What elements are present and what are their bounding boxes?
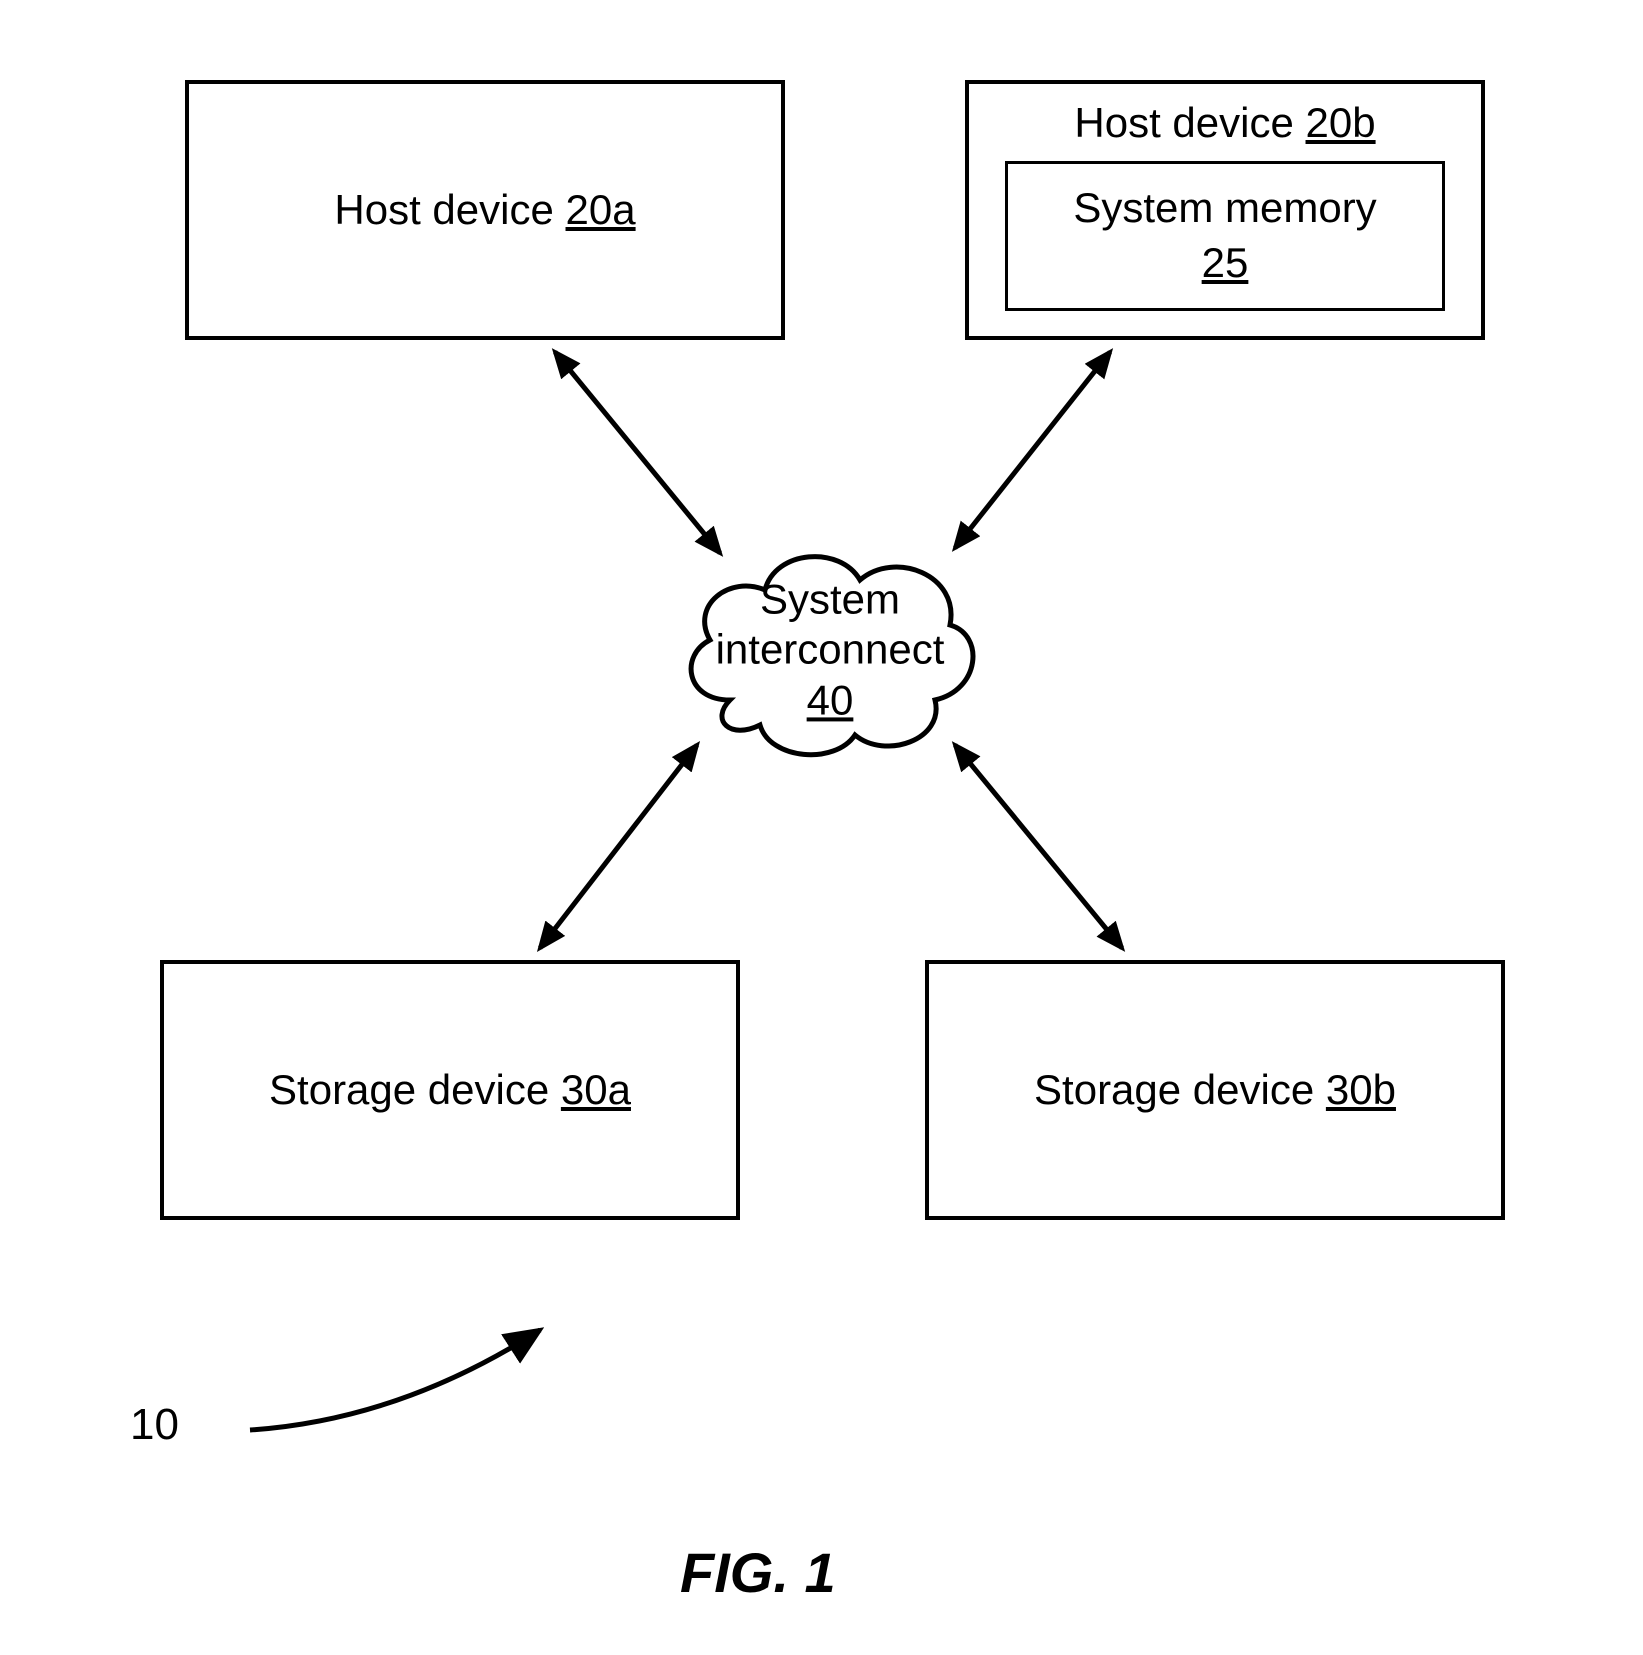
figure-label: FIG. 1 — [680, 1540, 836, 1605]
host-device-a-label: Host device 20a — [334, 183, 635, 238]
storage-device-b-label: Storage device 30b — [1034, 1063, 1396, 1118]
host-device-b-label: Host device 20b — [1074, 96, 1375, 151]
storage-device-a-label: Storage device 30a — [269, 1063, 631, 1118]
storage-a-ref: 30a — [561, 1066, 631, 1113]
host-a-ref: 20a — [566, 186, 636, 233]
edge-storage-a — [540, 745, 697, 948]
interconnect-label: System interconnect 40 — [716, 574, 945, 725]
host-b-text: Host device — [1074, 99, 1293, 146]
system-ref-label: 10 — [130, 1400, 179, 1450]
edge-host-b — [955, 352, 1110, 548]
interconnect-cloud: System interconnect 40 — [675, 525, 985, 775]
host-a-text: Host device — [334, 186, 553, 233]
interconnect-line2: interconnect — [716, 625, 945, 675]
system-memory-ref-line: 25 — [1202, 236, 1249, 291]
storage-b-ref: 30b — [1326, 1066, 1396, 1113]
system-memory-box: System memory 25 — [1005, 161, 1445, 311]
sysmem-text: System memory — [1073, 184, 1376, 231]
interconnect-ref: 40 — [807, 676, 854, 723]
host-device-a-box: Host device 20a — [185, 80, 785, 340]
ref-10-arrow — [250, 1330, 540, 1430]
storage-device-a-box: Storage device 30a — [160, 960, 740, 1220]
host-device-b-box: Host device 20b System memory 25 — [965, 80, 1485, 340]
sysmem-ref: 25 — [1202, 239, 1249, 286]
storage-b-text: Storage device — [1034, 1066, 1314, 1113]
edge-host-a — [555, 352, 720, 553]
interconnect-line1: System — [716, 574, 945, 624]
edge-storage-b — [955, 745, 1122, 948]
figure-label-text: FIG. 1 — [680, 1541, 836, 1604]
system-memory-label: System memory — [1073, 181, 1376, 236]
storage-device-b-box: Storage device 30b — [925, 960, 1505, 1220]
storage-a-text: Storage device — [269, 1066, 549, 1113]
host-b-ref: 20b — [1306, 99, 1376, 146]
system-ref-text: 10 — [130, 1400, 179, 1449]
